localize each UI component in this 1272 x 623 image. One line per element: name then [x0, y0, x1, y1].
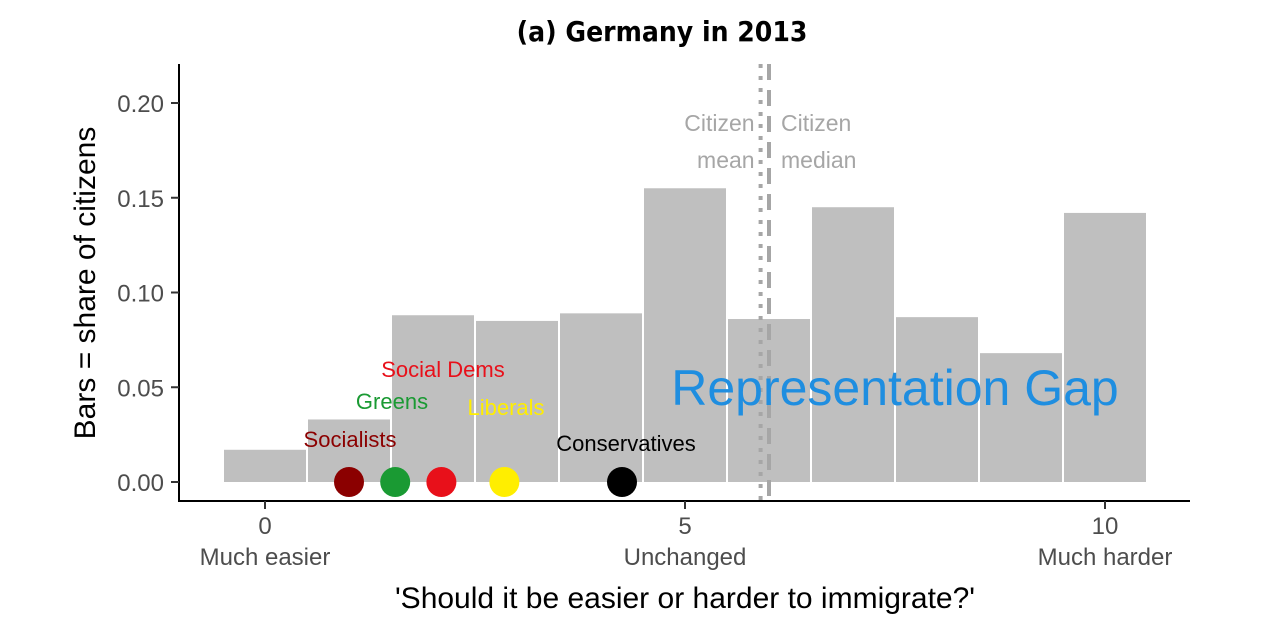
chart-title: (a) Germany in 2013	[517, 15, 808, 48]
reference-lines: Citizen mean Citizen median	[684, 64, 856, 501]
y-ticks: 0.00 0.05 0.10 0.15 0.20	[117, 91, 179, 497]
y-tick-label: 0.15	[117, 186, 164, 213]
median-label-line-0: Citizen	[781, 110, 851, 136]
party-point-socialists	[334, 467, 364, 497]
bar-9	[980, 353, 1062, 482]
x-tick-label: 0	[258, 513, 271, 540]
y-tick-label: 0.20	[117, 91, 164, 118]
party-point-liberals	[489, 467, 520, 497]
bar-4	[560, 313, 642, 482]
bar-3	[476, 320, 558, 482]
x-tick-sublabel: Much easier	[200, 544, 331, 571]
party-points: Socialists Greens Social Dems Liberals Conse…	[304, 357, 696, 497]
bar-8	[896, 317, 978, 482]
x-ticks: 0 Much easier 5 Unchanged 10 Much harder	[200, 501, 1173, 571]
bars	[224, 188, 1146, 482]
party-point-greens	[380, 467, 411, 497]
x-tick-sublabel: Unchanged	[624, 544, 747, 571]
representation-gap-label: Representation Gap	[671, 360, 1119, 416]
party-label-social-dems: Social Dems	[381, 357, 504, 382]
y-axis-title: Bars = share of citizens	[69, 127, 102, 440]
bar-5	[644, 188, 726, 482]
bar-2	[392, 315, 474, 482]
mean-label-line-1: mean	[697, 147, 755, 173]
median-label-line-1: median	[781, 147, 856, 173]
y-tick-label: 0.05	[117, 375, 164, 402]
party-label-greens: Greens	[356, 389, 428, 414]
x-axis-title: 'Should it be easier or harder to immigr…	[395, 582, 975, 615]
bar-7	[812, 207, 894, 482]
bar-10	[1064, 212, 1146, 482]
x-tick-label: 10	[1092, 513, 1119, 540]
y-tick-label: 0.00	[117, 470, 164, 497]
bar-0	[224, 449, 306, 482]
party-label-conservatives: Conservatives	[556, 431, 695, 456]
x-tick-label: 5	[678, 513, 691, 540]
party-point-social-dems	[426, 467, 457, 497]
party-point-conservatives	[607, 467, 637, 497]
party-label-liberals: Liberals	[467, 395, 544, 420]
party-label-socialists: Socialists	[304, 427, 397, 452]
y-tick-label: 0.10	[117, 281, 164, 308]
mean-label-line-0: Citizen	[684, 110, 754, 136]
x-tick-sublabel: Much harder	[1038, 544, 1173, 571]
